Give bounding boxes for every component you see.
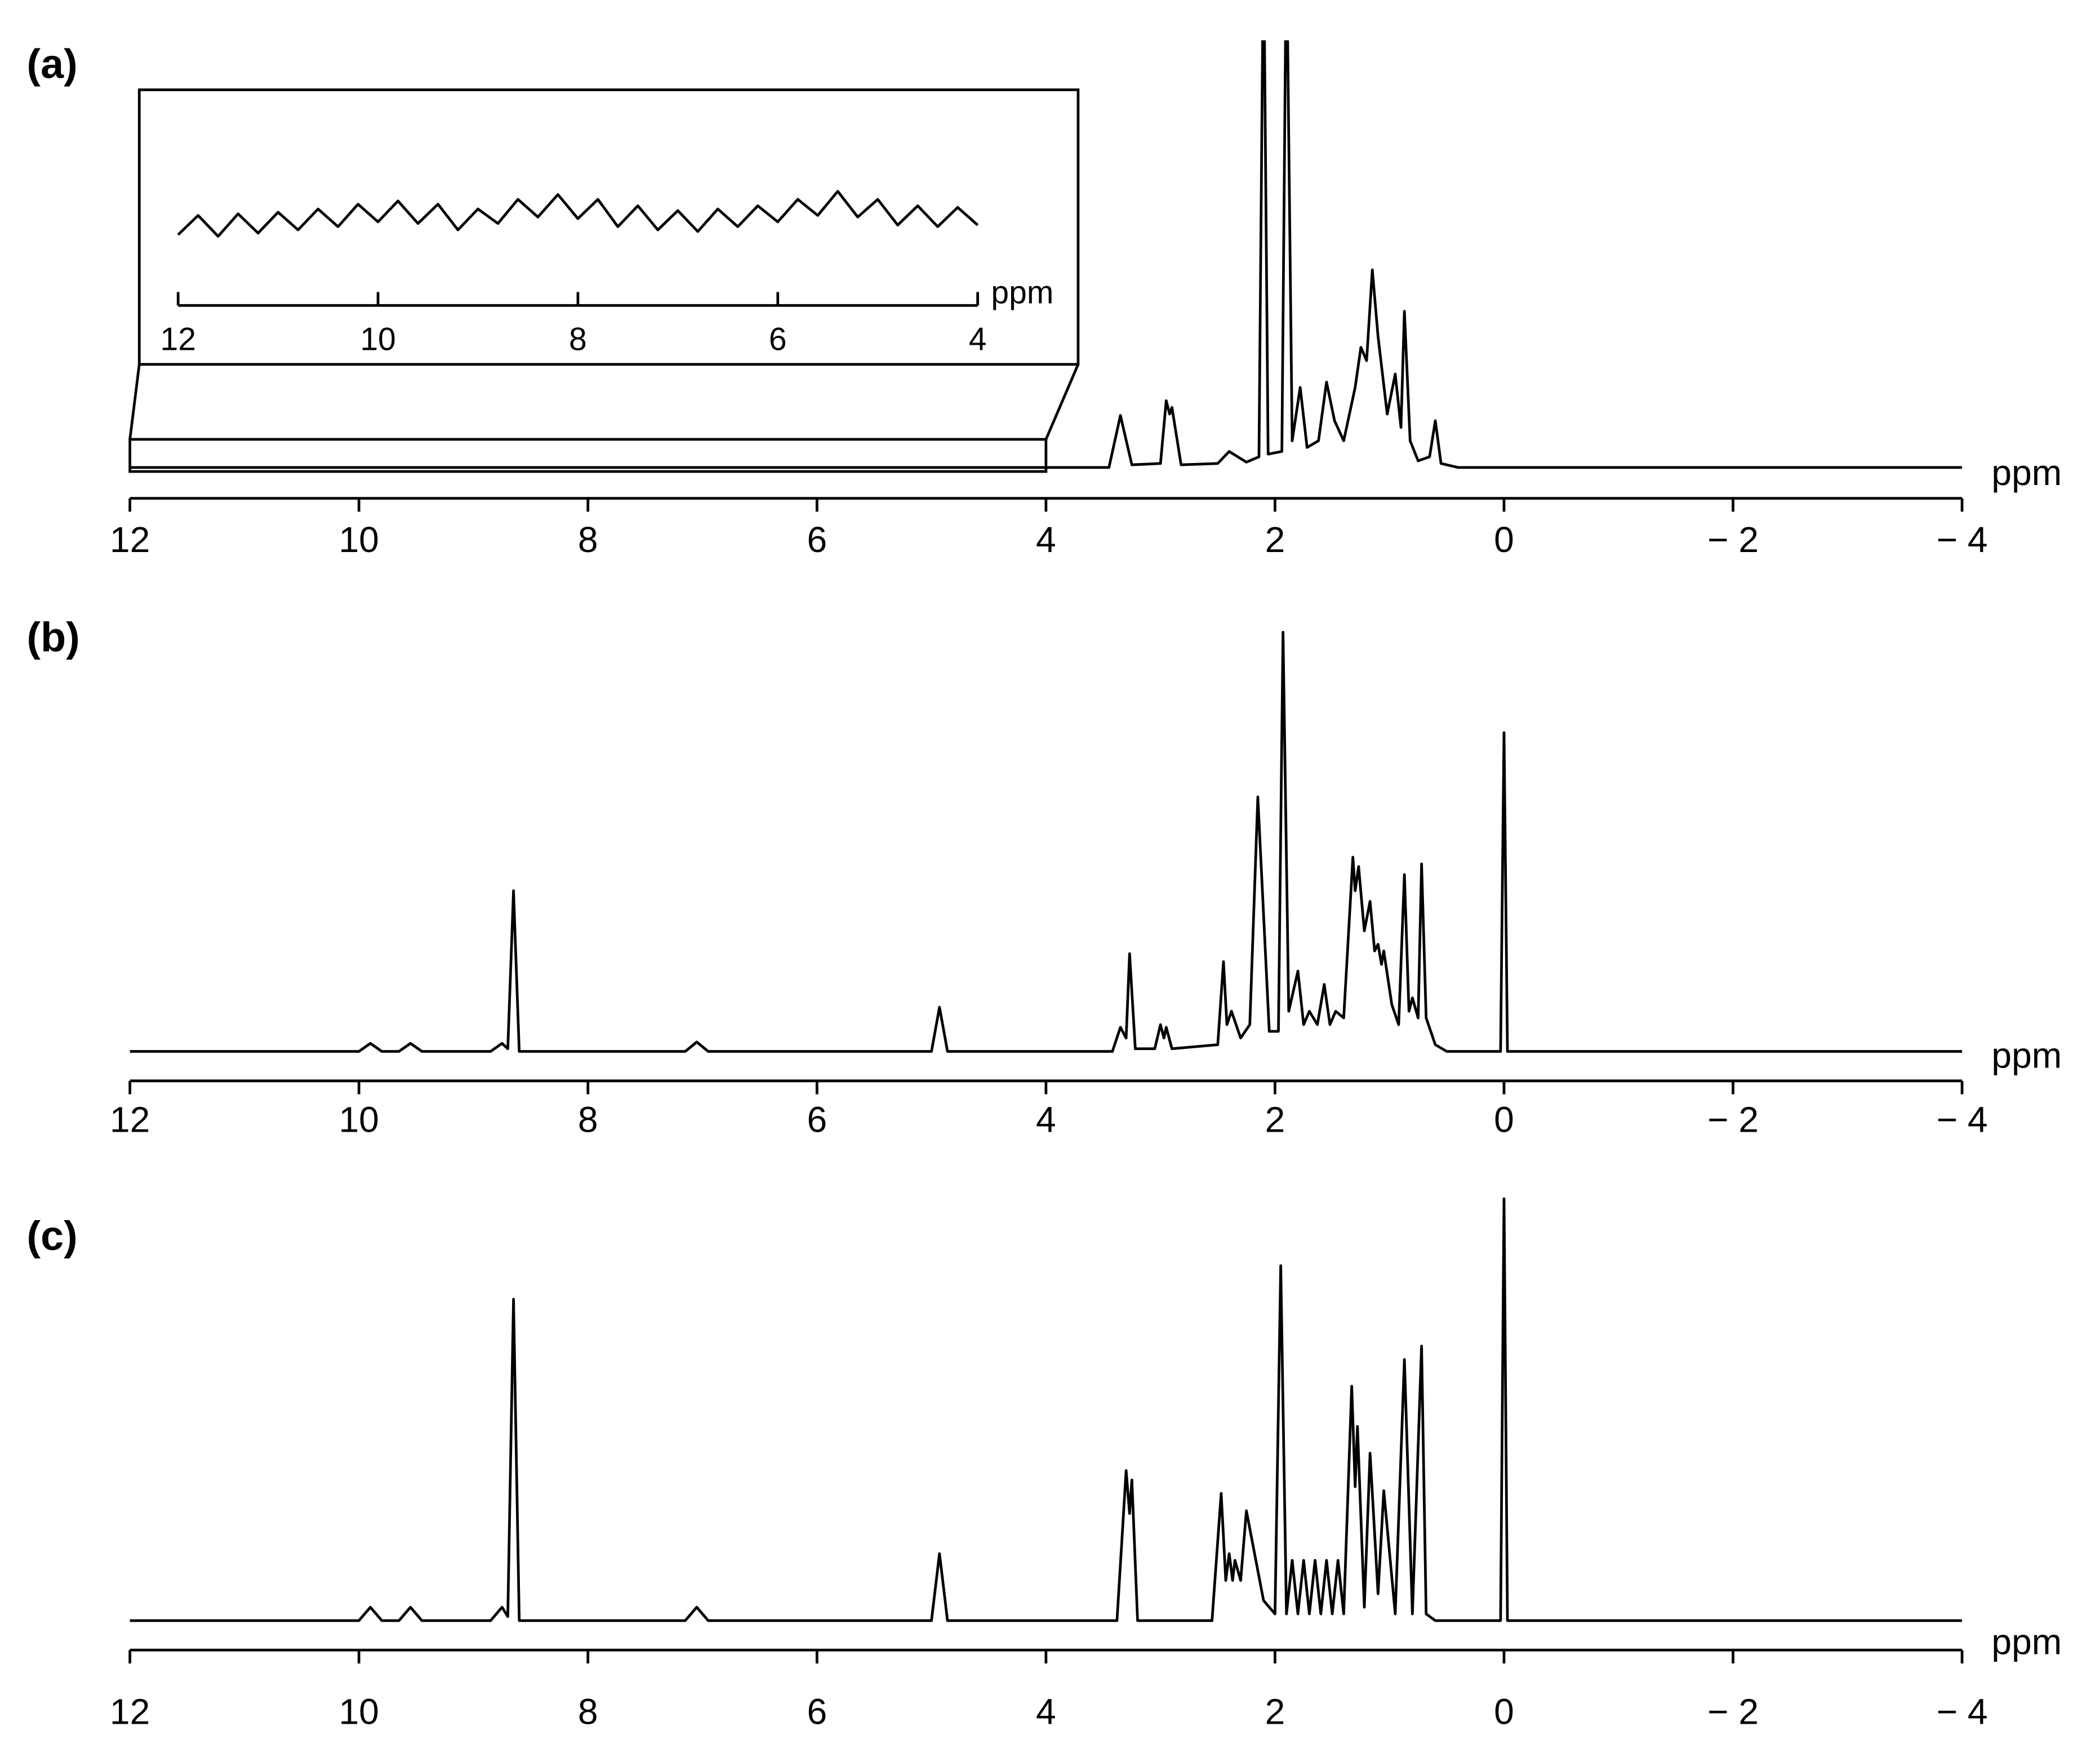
x-tick-label: 8 [578,519,598,560]
x-tick-label: 8 [578,1691,598,1732]
x-tick-label: 0 [1494,519,1514,560]
spectrum-line [177,190,979,238]
spectrum-line [130,40,1963,469]
x-tick-label: 6 [807,1099,827,1140]
x-tick-label: 6 [769,321,787,357]
x-tick-label: 8 [578,1099,598,1140]
zoom-connector [128,364,141,440]
spectrum-line [130,1197,1963,1622]
spectrum-line [130,630,1963,1053]
x-tick-label: 4 [1036,519,1056,560]
x-tick-label: 12 [110,1099,150,1140]
x-tick-label: 6 [807,1691,827,1732]
x-axis-label: ppm [991,274,1053,310]
x-tick-label: − 4 [1937,1099,1988,1140]
x-tick-label: 10 [339,1099,379,1140]
x-axis-label: ppm [1991,452,2062,493]
x-tick-label: − 2 [1707,1691,1759,1732]
panel-label: (a) [27,40,78,87]
x-tick-label: 4 [1036,1691,1056,1732]
x-axis-label: ppm [1991,1035,2062,1075]
x-tick-label: 0 [1494,1099,1514,1140]
x-axis-label: ppm [1991,1622,2062,1662]
x-tick-label: 12 [110,1691,150,1732]
zoom-box [128,438,1048,473]
x-tick-label: 10 [360,321,395,357]
x-tick-label: 10 [339,1691,379,1732]
x-tick-label: 4 [1036,1099,1056,1140]
x-tick-label: 12 [110,519,150,560]
x-tick-label: − 4 [1937,519,1988,560]
x-tick-label: 0 [1494,1691,1514,1732]
panel-label: (c) [27,1212,78,1259]
x-tick-label: − 2 [1707,519,1759,560]
x-tick-label: 12 [160,321,195,357]
x-tick-label: 2 [1265,519,1285,560]
x-tick-label: 4 [969,321,987,357]
x-tick-label: 6 [807,519,827,560]
x-tick-label: 2 [1265,1691,1285,1732]
x-tick-label: − 4 [1937,1691,1988,1732]
x-tick-label: 10 [339,519,379,560]
zoom-connector [1044,363,1080,440]
x-tick-label: 8 [569,321,587,357]
x-tick-label: 2 [1265,1099,1285,1140]
panel-label: (b) [27,613,80,660]
x-tick-label: − 2 [1707,1099,1759,1140]
